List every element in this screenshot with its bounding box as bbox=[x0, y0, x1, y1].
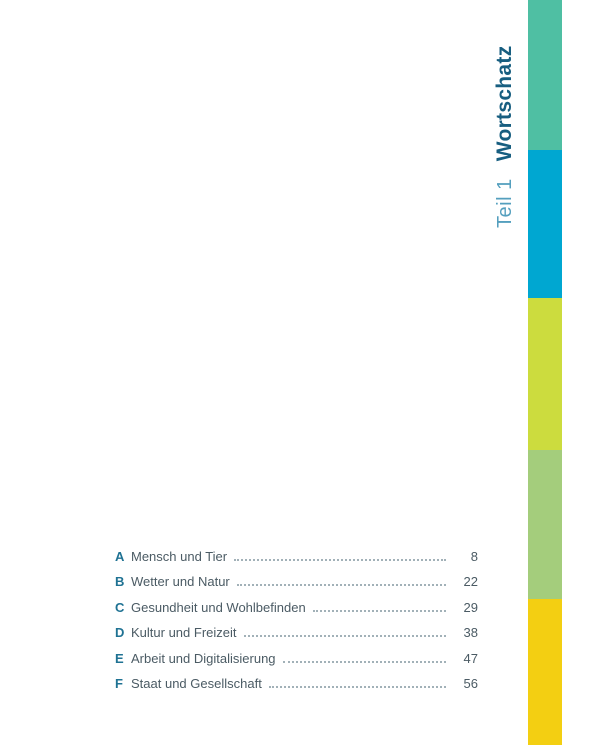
toc-entry-e: E Arbeit und Digitalisierung 47 bbox=[115, 651, 478, 676]
toc-entry-letter: A bbox=[115, 549, 125, 564]
toc-entry-a: A Mensch und Tier 8 bbox=[115, 549, 478, 574]
chapter-color-bar bbox=[528, 0, 562, 745]
toc-entry-title: Staat und Gesellschaft bbox=[131, 675, 262, 691]
part-number-label: Teil 1 bbox=[494, 178, 516, 228]
section-heading: Teil 1 Wortschatz bbox=[492, 46, 518, 229]
toc-entry-title: Gesundheit und Wohlbefinden bbox=[131, 599, 306, 615]
table-of-contents: A Mensch und Tier 8 B Wetter und Natur 2… bbox=[115, 549, 478, 701]
dotted-leader bbox=[282, 660, 446, 663]
toc-entry-title: Wetter und Natur bbox=[131, 574, 230, 590]
dotted-leader bbox=[243, 635, 446, 638]
toc-entry-page-number: 47 bbox=[463, 650, 478, 666]
dotted-leader bbox=[234, 559, 446, 561]
toc-entry-c: C Gesundheit und Wohlbefinden 29 bbox=[115, 600, 478, 625]
toc-entry-title: Mensch und Tier bbox=[131, 549, 228, 564]
toc-entry-page-number: 29 bbox=[463, 599, 478, 615]
toc-entry-page-number: 56 bbox=[463, 675, 478, 691]
toc-entry-b: B Wetter und Natur 22 bbox=[115, 574, 478, 599]
part-title-label: Wortschatz bbox=[493, 45, 516, 162]
dotted-leader bbox=[312, 609, 446, 612]
color-tab-light-green bbox=[528, 450, 562, 599]
color-tab-blue bbox=[528, 150, 562, 298]
toc-entry-letter: F bbox=[115, 675, 123, 691]
toc-entry-title: Kultur und Freizeit bbox=[131, 625, 237, 641]
toc-entry-letter: D bbox=[115, 625, 125, 641]
toc-entry-letter: E bbox=[115, 650, 124, 666]
color-tab-yellow bbox=[528, 599, 562, 745]
toc-entry-letter: B bbox=[115, 574, 125, 590]
dotted-leader bbox=[236, 584, 446, 587]
toc-entry-page-number: 22 bbox=[463, 574, 478, 590]
toc-entry-d: D Kultur und Freizeit 38 bbox=[115, 625, 478, 650]
toc-entry-f: F Staat und Gesellschaft 56 bbox=[115, 676, 478, 701]
dotted-leader bbox=[268, 685, 446, 688]
toc-entry-title: Arbeit und Digitalisierung bbox=[131, 650, 276, 666]
toc-entry-page-number: 38 bbox=[463, 625, 478, 641]
color-tab-yellow-green bbox=[528, 298, 562, 450]
toc-entry-letter: C bbox=[115, 599, 125, 615]
color-tab-teal bbox=[528, 0, 562, 150]
toc-entry-page-number: 8 bbox=[470, 549, 478, 564]
